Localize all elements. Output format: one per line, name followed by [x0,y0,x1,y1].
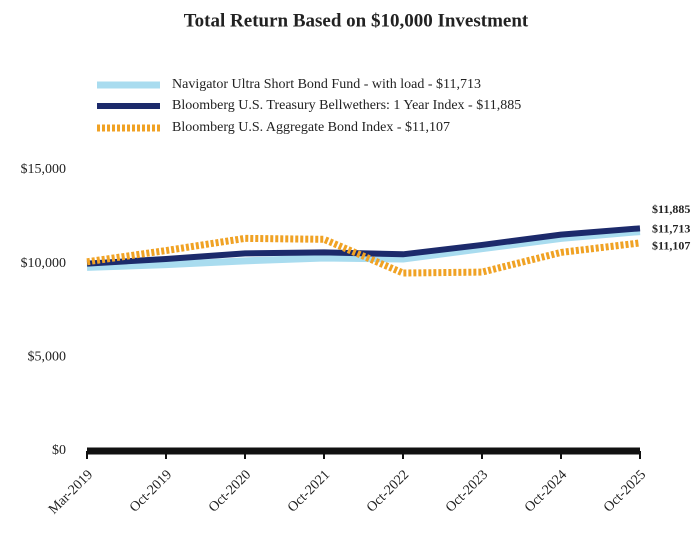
x-tick-label: Oct-2023 [443,467,491,515]
legend-label: Bloomberg U.S. Aggregate Bond Index - $1… [172,120,450,135]
y-tick-label: $15,000 [21,162,67,177]
y-tick-label: $10,000 [21,256,67,271]
x-tick-label: Oct-2024 [522,467,570,515]
chart-title: Total Return Based on $10,000 Investment [184,10,529,31]
legend-label: Bloomberg U.S. Treasury Bellwethers: 1 Y… [172,98,521,113]
x-tick-label: Oct-2021 [285,467,333,515]
value-label: $11,713 [652,221,690,235]
x-tick-label: Oct-2022 [364,467,412,515]
x-tick-label: Oct-2020 [206,467,254,515]
x-tick-label: Mar-2019 [46,467,96,517]
value-label: $11,107 [652,239,690,253]
x-tick-label: Oct-2025 [601,467,649,515]
legend-label: Navigator Ultra Short Bond Fund - with l… [172,77,481,92]
y-tick-label: $0 [52,443,66,458]
value-label: $11,885 [652,202,690,216]
y-tick-label: $5,000 [28,350,67,365]
x-tick-label: Oct-2019 [127,467,175,515]
series-line [86,234,641,277]
